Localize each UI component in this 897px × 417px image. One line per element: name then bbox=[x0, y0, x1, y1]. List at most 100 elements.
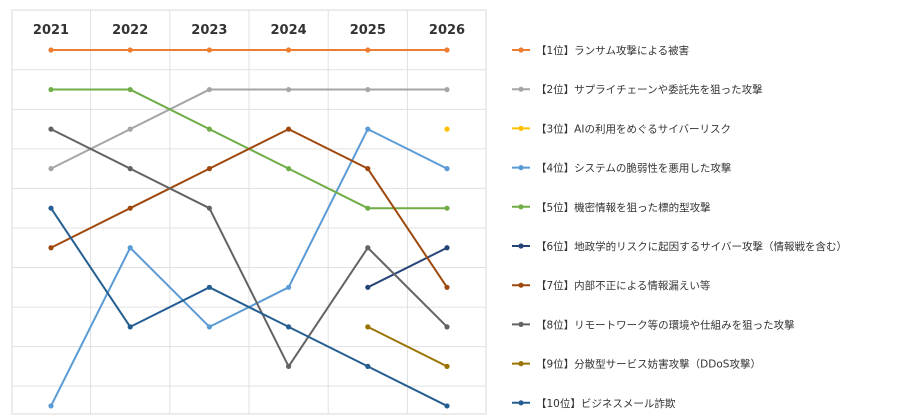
series-3 bbox=[444, 126, 450, 132]
legend-item: 【7位】内部不正による情報漏えい等 bbox=[512, 279, 711, 292]
data-point bbox=[286, 166, 292, 172]
data-point bbox=[48, 205, 54, 211]
data-point bbox=[365, 86, 371, 93]
data-point bbox=[127, 245, 133, 251]
legend-swatch-marker bbox=[518, 282, 524, 288]
data-point bbox=[48, 403, 54, 409]
legend-label: 【6位】地政学的リスクに起因するサイバー攻撃（情報戦を含む） bbox=[536, 240, 847, 253]
data-point bbox=[48, 166, 54, 172]
data-point bbox=[206, 86, 212, 93]
legend-swatch-marker bbox=[518, 400, 524, 406]
x-axis-labels: 2021 2022 2023 2024 2025 2026 bbox=[33, 23, 465, 38]
legend-swatch-marker bbox=[518, 47, 524, 53]
data-point bbox=[365, 324, 371, 330]
series-line bbox=[50, 128, 448, 288]
data-point bbox=[444, 324, 450, 330]
data-point bbox=[127, 324, 133, 330]
legend-item: 【6位】地政学的リスクに起因するサイバー攻撃（情報戦を含む） bbox=[512, 240, 847, 253]
data-point bbox=[206, 284, 212, 290]
legend-item: 【4位】システムの脆弱性を悪用した攻撃 bbox=[512, 162, 732, 175]
legend-swatch-marker bbox=[518, 86, 524, 92]
year-label: 2022 bbox=[112, 23, 148, 38]
legend-swatch-marker bbox=[518, 243, 524, 249]
data-point bbox=[286, 86, 292, 93]
data-point bbox=[286, 284, 292, 290]
data-point bbox=[127, 86, 133, 93]
data-point bbox=[48, 47, 54, 53]
legend-label: 【10位】ビジネスメール詐欺 bbox=[536, 397, 676, 410]
data-point bbox=[444, 284, 450, 290]
year-label: 2021 bbox=[33, 23, 69, 38]
data-point bbox=[444, 403, 450, 409]
data-point bbox=[365, 245, 371, 251]
year-label: 2026 bbox=[429, 23, 465, 38]
series-line bbox=[367, 325, 448, 368]
legend-label: 【8位】リモートワーク等の環境や仕組みを狙った攻撃 bbox=[536, 318, 795, 331]
data-point bbox=[206, 47, 212, 53]
legend-label: 【1位】ランサム攻撃による被害 bbox=[536, 44, 689, 57]
data-point bbox=[365, 284, 371, 290]
series-line bbox=[50, 88, 447, 170]
legend-swatch-marker bbox=[518, 165, 524, 171]
data-point bbox=[444, 126, 450, 132]
legend-item: 【10位】ビジネスメール詐欺 bbox=[512, 397, 676, 410]
legend-item: 【5位】機密情報を狙った標的型攻撃 bbox=[512, 201, 711, 214]
data-point bbox=[127, 47, 133, 53]
legend-swatch-marker bbox=[518, 321, 524, 327]
data-point bbox=[444, 47, 450, 53]
legend-item: 【8位】リモートワーク等の環境や仕組みを狙った攻撃 bbox=[512, 318, 795, 331]
series-6 bbox=[365, 245, 450, 290]
series-8 bbox=[48, 126, 450, 369]
legend-item: 【2位】サプライチェーンや委託先を狙った攻撃 bbox=[512, 83, 763, 96]
data-point bbox=[365, 126, 371, 132]
data-point bbox=[206, 205, 212, 211]
series-line bbox=[50, 207, 448, 407]
legend-label: 【9位】分散型サービス妨害攻撃（DDoS攻撃） bbox=[536, 358, 761, 371]
data-point bbox=[444, 245, 450, 251]
data-point bbox=[48, 126, 54, 132]
data-point bbox=[286, 126, 292, 132]
series-line bbox=[367, 246, 448, 289]
year-label: 2023 bbox=[191, 23, 227, 38]
series-2 bbox=[48, 86, 450, 172]
series-10 bbox=[48, 205, 450, 409]
legend-swatch-marker bbox=[518, 361, 524, 367]
data-point bbox=[48, 245, 54, 251]
legend-swatch-marker bbox=[518, 204, 524, 210]
data-point bbox=[365, 363, 371, 369]
data-point bbox=[286, 324, 292, 330]
data-point bbox=[444, 86, 450, 93]
legend-item: 【9位】分散型サービス妨害攻撃（DDoS攻撃） bbox=[512, 358, 761, 371]
data-point bbox=[365, 166, 371, 172]
data-point bbox=[127, 166, 133, 172]
data-point bbox=[286, 47, 292, 53]
data-point bbox=[127, 126, 133, 132]
data-point bbox=[206, 324, 212, 330]
year-label: 2024 bbox=[271, 23, 307, 38]
series-9 bbox=[365, 324, 450, 369]
data-point bbox=[206, 166, 212, 172]
data-point bbox=[444, 166, 450, 172]
year-label: 2025 bbox=[350, 23, 386, 38]
legend-swatch-marker bbox=[518, 125, 524, 131]
data-point bbox=[444, 363, 450, 369]
legend-label: 【4位】システムの脆弱性を悪用した攻撃 bbox=[536, 162, 732, 175]
series-1 bbox=[48, 47, 450, 53]
legend-label: 【7位】内部不正による情報漏えい等 bbox=[536, 279, 711, 292]
data-point bbox=[48, 86, 54, 93]
legend-item: 【3位】AIの利用をめぐるサイバーリスク bbox=[512, 122, 731, 135]
data-point bbox=[365, 47, 371, 53]
data-point bbox=[444, 205, 450, 211]
legend-item: 【1位】ランサム攻撃による被害 bbox=[512, 44, 689, 57]
legend: 【1位】ランサム攻撃による被害【2位】サプライチェーンや委託先を狙った攻撃【3位… bbox=[512, 44, 847, 410]
data-point bbox=[365, 205, 371, 211]
series-lines bbox=[48, 47, 450, 409]
legend-label: 【5位】機密情報を狙った標的型攻撃 bbox=[536, 201, 711, 214]
data-point bbox=[127, 205, 133, 211]
series-7 bbox=[48, 126, 450, 290]
data-point bbox=[286, 363, 292, 369]
series-line bbox=[50, 128, 448, 368]
legend-label: 【2位】サプライチェーンや委託先を狙った攻撃 bbox=[536, 83, 763, 96]
legend-label: 【3位】AIの利用をめぐるサイバーリスク bbox=[536, 122, 731, 135]
